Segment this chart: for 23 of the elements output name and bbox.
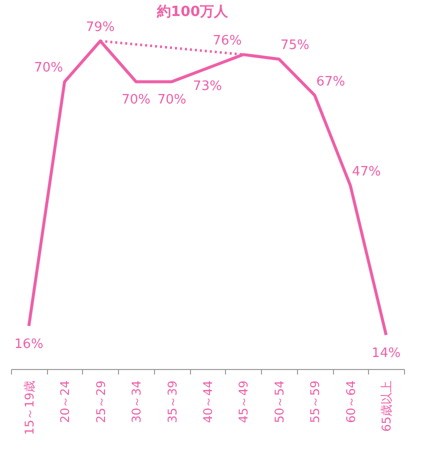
- x-tick-label: 45～49: [236, 380, 251, 424]
- data-label: 79%: [86, 20, 115, 35]
- x-tick-label: 15～19歳: [22, 380, 36, 436]
- data-label: 14%: [372, 346, 401, 361]
- x-tick-label: 40～44: [201, 380, 215, 424]
- x-tick-label: 25～29: [94, 380, 108, 424]
- data-label: 76%: [212, 34, 242, 49]
- data-label: 67%: [316, 74, 346, 90]
- x-tick-label: 50～54: [272, 380, 286, 424]
- data-label: 70%: [157, 92, 186, 108]
- data-label: 73%: [193, 79, 222, 94]
- x-tick-label: 20～24: [58, 380, 72, 424]
- data-label: 70%: [122, 92, 150, 108]
- data-label: 75%: [280, 38, 310, 54]
- x-tick-label: 55～59: [308, 380, 322, 424]
- data-label: 70%: [34, 60, 64, 76]
- data-label: 16%: [14, 336, 44, 352]
- x-tick-label: 35～39: [165, 380, 180, 424]
- x-tick-label: 30～34: [130, 380, 144, 424]
- data-label: 47%: [352, 164, 381, 180]
- x-tick-label: 60～64: [344, 380, 358, 424]
- x-tick-label: 65歳以上: [380, 380, 394, 432]
- text: 約100万人: [156, 4, 230, 20]
